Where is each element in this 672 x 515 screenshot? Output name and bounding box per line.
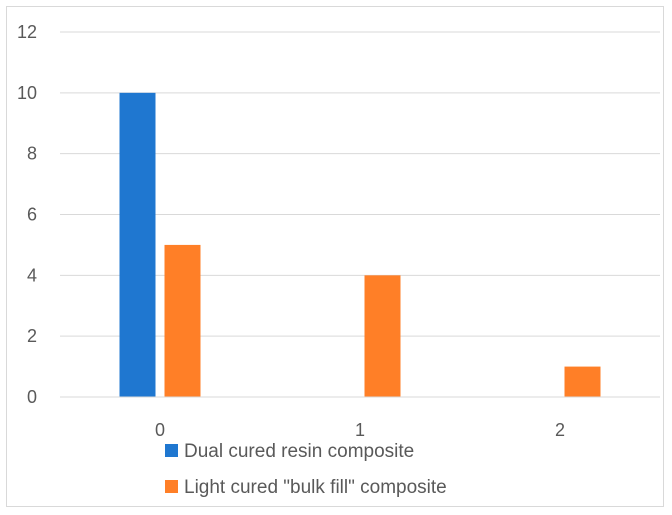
gridlines <box>60 31 660 337</box>
y-tick-label: 12 <box>17 22 37 42</box>
y-tick-label: 0 <box>27 387 37 407</box>
x-tick-label: 1 <box>355 420 365 440</box>
bar-light-cured-1 <box>364 275 401 397</box>
x-tick-label: 2 <box>555 420 565 440</box>
legend-swatch-light-cured <box>165 480 178 493</box>
bar-dual-cured-0 <box>119 92 156 397</box>
x-tick-label: 0 <box>155 420 165 440</box>
y-tick-label: 2 <box>27 326 37 346</box>
x-axis-ticks: 0 1 2 <box>155 420 565 440</box>
bar-light-cured-2 <box>564 366 601 397</box>
legend-label-dual-cured: Dual cured resin composite <box>184 441 414 462</box>
bar-light-cured-0 <box>164 244 201 397</box>
y-tick-label: 8 <box>27 144 37 164</box>
y-tick-label: 4 <box>27 265 37 285</box>
y-axis-ticks: 0 2 4 6 8 10 12 <box>17 22 37 407</box>
bars <box>119 92 601 397</box>
y-tick-label: 10 <box>17 83 37 103</box>
legend: Dual cured resin composite Light cured "b… <box>165 441 447 498</box>
legend-swatch-dual-cured <box>165 444 178 457</box>
chart-frame <box>6 6 664 507</box>
legend-label-light-cured: Light cured "bulk fill" composite <box>184 477 447 498</box>
y-tick-label: 6 <box>27 205 37 225</box>
